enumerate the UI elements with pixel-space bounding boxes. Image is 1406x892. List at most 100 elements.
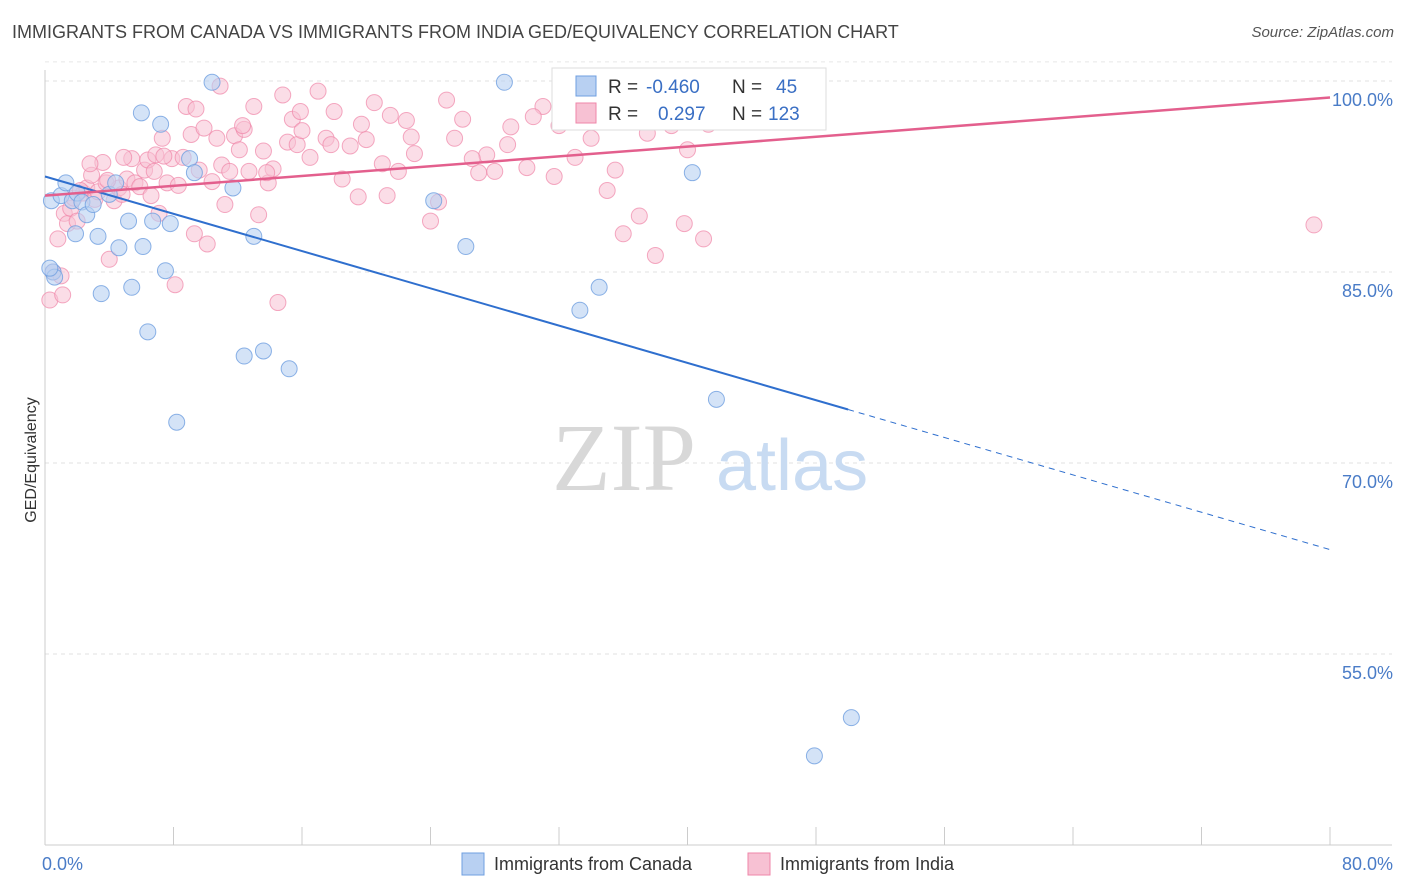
india-point bbox=[115, 148, 133, 166]
india-point bbox=[166, 276, 184, 294]
india-point bbox=[293, 122, 311, 140]
india-point bbox=[357, 131, 375, 149]
india-point bbox=[389, 162, 407, 180]
canada-point bbox=[123, 278, 141, 296]
series-legend: Immigrants from Canada Immigrants from I… bbox=[461, 852, 955, 876]
india-point bbox=[81, 155, 99, 173]
india-point bbox=[454, 110, 472, 128]
canada-point bbox=[168, 413, 186, 431]
india-point bbox=[402, 128, 420, 146]
india-point bbox=[185, 225, 203, 243]
trend-line-canada-extension bbox=[847, 409, 1331, 551]
india-point bbox=[405, 145, 423, 163]
india-point bbox=[49, 230, 67, 248]
x-tick-label-max: 80.0% bbox=[1342, 854, 1393, 874]
india-point bbox=[646, 246, 664, 264]
canada-point bbox=[161, 215, 179, 233]
canada-point bbox=[67, 225, 85, 243]
canada-point bbox=[185, 164, 203, 182]
india-point bbox=[333, 170, 351, 188]
trend-line-india bbox=[44, 96, 1331, 197]
legend-n-label-canada: N = bbox=[732, 77, 762, 98]
india-point bbox=[153, 129, 171, 147]
india-point bbox=[422, 212, 439, 230]
india-point bbox=[566, 148, 584, 166]
india-point bbox=[378, 187, 396, 205]
india-point bbox=[322, 136, 340, 154]
india-point bbox=[221, 162, 239, 180]
canada-point bbox=[805, 747, 823, 765]
india-point bbox=[301, 148, 319, 166]
india-point bbox=[258, 164, 276, 182]
india-point bbox=[352, 115, 370, 133]
canada-point bbox=[139, 323, 157, 341]
india-point bbox=[598, 182, 616, 200]
stats-legend: R = -0.460 N = 45 R = 0.297 N = 123 bbox=[551, 67, 827, 131]
india-point bbox=[145, 162, 163, 180]
india-point bbox=[269, 294, 287, 312]
canada-point bbox=[89, 227, 107, 245]
canada-point bbox=[84, 196, 102, 214]
y-tick-label-70: 70.0% bbox=[1342, 472, 1393, 492]
stats-legend-box bbox=[551, 67, 827, 131]
y-axis-label: GED/Equivalency bbox=[23, 397, 40, 522]
canada-point bbox=[425, 192, 443, 210]
india-point bbox=[675, 215, 693, 233]
india-point bbox=[373, 155, 391, 173]
india-point bbox=[309, 82, 327, 100]
series-canada-points bbox=[41, 72, 860, 765]
india-point bbox=[365, 94, 383, 112]
watermark: ZIP atlas bbox=[552, 404, 868, 511]
canada-point bbox=[203, 73, 221, 91]
canada-point bbox=[457, 238, 475, 256]
canada-point bbox=[495, 73, 513, 91]
india-point bbox=[54, 286, 72, 304]
canada-point bbox=[590, 278, 608, 296]
india-point bbox=[341, 137, 359, 155]
india-point bbox=[1305, 216, 1323, 234]
canada-point bbox=[41, 259, 59, 277]
legend-swatch-canada bbox=[575, 75, 597, 97]
india-point bbox=[582, 129, 600, 147]
y-tick-label-100: 100.0% bbox=[1332, 90, 1393, 110]
india-point bbox=[325, 103, 343, 121]
india-point bbox=[155, 147, 173, 165]
india-point bbox=[381, 106, 399, 124]
bottom-legend-label-canada: Immigrants from Canada bbox=[494, 854, 693, 874]
y-tick-labels: 55.0% 70.0% 85.0% 100.0% bbox=[1332, 90, 1393, 683]
legend-r-label-canada: R = bbox=[608, 77, 638, 98]
legend-n-value-india: 123 bbox=[768, 104, 800, 125]
india-point bbox=[614, 225, 632, 243]
bottom-legend-label-india: Immigrants from India bbox=[780, 854, 955, 874]
legend-n-label-india: N = bbox=[732, 104, 762, 125]
canada-point bbox=[152, 115, 170, 133]
legend-r-label-india: R = bbox=[608, 104, 638, 125]
india-point bbox=[679, 141, 696, 159]
india-point bbox=[695, 230, 713, 248]
india-point bbox=[274, 86, 292, 104]
canada-point bbox=[571, 301, 589, 319]
y-tick-label-85: 85.0% bbox=[1342, 281, 1393, 301]
india-point bbox=[230, 141, 248, 159]
india-point bbox=[438, 91, 456, 109]
india-point bbox=[518, 159, 536, 177]
india-point bbox=[545, 168, 563, 185]
bottom-legend-swatch-canada bbox=[461, 852, 485, 876]
india-point bbox=[195, 119, 213, 137]
india-point bbox=[142, 187, 160, 205]
india-point bbox=[187, 100, 205, 118]
watermark-zip: ZIP bbox=[552, 404, 696, 511]
india-point bbox=[502, 118, 520, 136]
canada-point bbox=[120, 212, 138, 230]
canada-point bbox=[92, 285, 110, 303]
legend-n-value-canada: 45 bbox=[776, 77, 797, 98]
india-point bbox=[446, 129, 464, 147]
chart-title: IMMIGRANTS FROM CANADA VS IMMIGRANTS FRO… bbox=[12, 22, 899, 42]
canada-point bbox=[235, 347, 253, 365]
watermark-atlas: atlas bbox=[716, 426, 868, 506]
india-point bbox=[606, 161, 624, 179]
canada-point bbox=[156, 262, 174, 280]
canada-point bbox=[134, 238, 152, 256]
canada-point bbox=[254, 342, 272, 360]
india-point bbox=[499, 136, 517, 154]
